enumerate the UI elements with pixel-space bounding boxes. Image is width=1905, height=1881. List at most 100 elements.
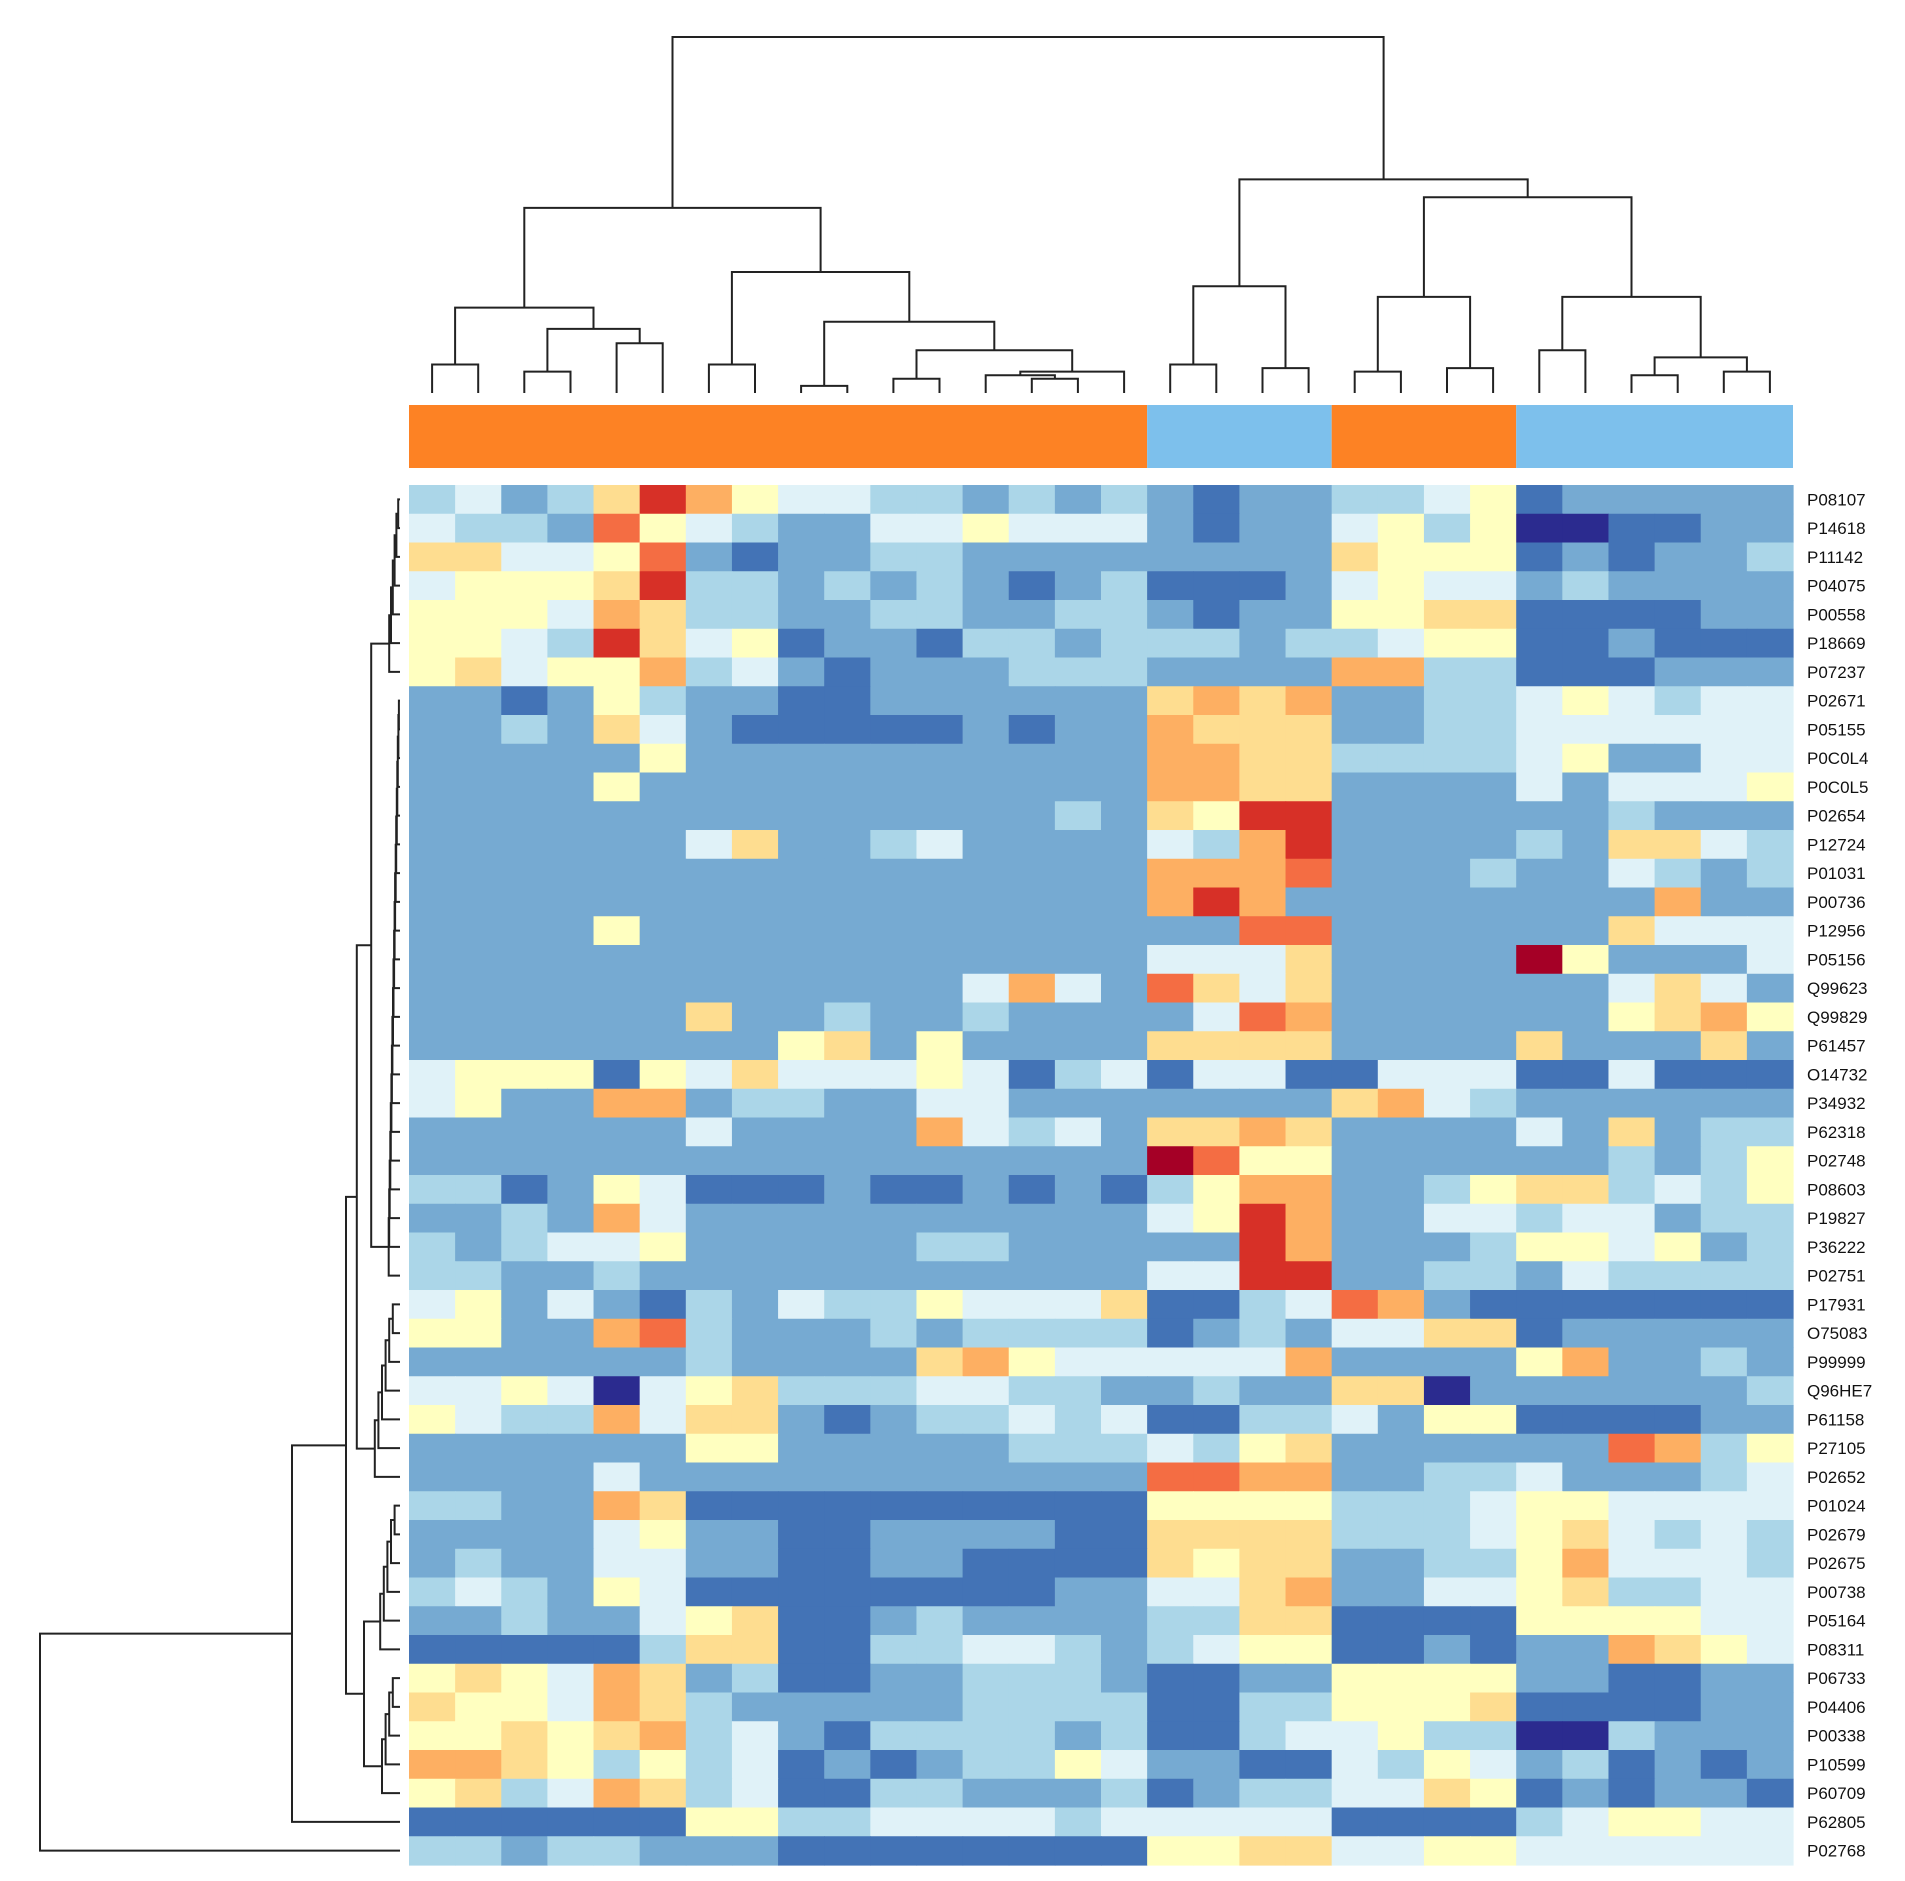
heatmap-cell bbox=[1054, 1117, 1102, 1147]
heatmap-cell bbox=[501, 1175, 548, 1205]
heatmap-cell bbox=[1423, 513, 1471, 544]
heatmap-cell bbox=[1285, 1060, 1333, 1090]
heatmap-cell bbox=[501, 743, 548, 774]
heatmap-cell bbox=[824, 542, 871, 572]
heatmap-cell bbox=[1101, 1290, 1148, 1320]
heatmap-cell bbox=[1331, 801, 1379, 831]
heatmap-cell bbox=[1516, 1721, 1563, 1751]
heatmap-cell bbox=[1239, 1635, 1287, 1665]
heatmap-cell bbox=[1562, 513, 1610, 544]
heatmap-cell bbox=[1654, 628, 1702, 659]
heatmap-cell bbox=[916, 1635, 964, 1665]
heatmap-cell bbox=[409, 916, 456, 946]
heatmap-cell bbox=[1008, 1347, 1056, 1377]
heatmap-cell bbox=[824, 1462, 871, 1492]
heatmap-cell bbox=[916, 1203, 964, 1234]
heatmap-cell bbox=[409, 1778, 456, 1809]
heatmap-cell bbox=[1654, 1606, 1702, 1636]
heatmap-cell bbox=[1700, 916, 1748, 946]
heatmap-cell bbox=[455, 1031, 502, 1061]
heatmap-cell bbox=[1101, 1491, 1148, 1521]
heatmap-cell bbox=[1239, 1433, 1287, 1464]
heatmap-cell bbox=[455, 887, 502, 917]
heatmap-cell bbox=[1101, 1002, 1148, 1032]
heatmap-cell bbox=[547, 1635, 595, 1665]
heatmap-cell bbox=[1377, 945, 1425, 975]
heatmap-cell bbox=[409, 1520, 456, 1550]
heatmap-cell bbox=[1562, 1347, 1610, 1377]
heatmap-cell bbox=[1746, 945, 1794, 975]
heatmap-cell bbox=[1700, 1836, 1748, 1866]
heatmap-cell bbox=[824, 1117, 871, 1147]
heatmap-cell bbox=[1516, 1117, 1563, 1147]
heatmap-cell bbox=[1516, 1146, 1563, 1176]
heatmap-cell bbox=[593, 743, 641, 774]
heatmap-cell bbox=[1562, 1520, 1610, 1550]
heatmap-cell bbox=[1746, 1175, 1794, 1205]
heatmap-cell bbox=[501, 657, 548, 687]
heatmap-cell bbox=[1654, 657, 1702, 687]
heatmap-cell bbox=[685, 571, 733, 601]
heatmap-cell bbox=[962, 1433, 1010, 1464]
heatmap-cell bbox=[1193, 858, 1240, 889]
column-dendrogram-link bbox=[1422, 196, 1633, 297]
heatmap-cell bbox=[870, 1548, 918, 1579]
heatmap-cell bbox=[1608, 916, 1656, 946]
heatmap-cell bbox=[1746, 1060, 1794, 1090]
heatmap-cell bbox=[1101, 1692, 1148, 1722]
heatmap-cell bbox=[916, 1433, 964, 1464]
heatmap-cell bbox=[501, 1577, 548, 1607]
heatmap-cell bbox=[870, 887, 918, 917]
heatmap-cell bbox=[1008, 1261, 1056, 1291]
heatmap-cell bbox=[501, 1462, 548, 1492]
heatmap-cell bbox=[1746, 1433, 1794, 1464]
heatmap-cell bbox=[1147, 1031, 1194, 1061]
heatmap-cell bbox=[1147, 1577, 1194, 1607]
heatmap-cell bbox=[639, 1491, 687, 1521]
heatmap-cell bbox=[916, 1491, 964, 1521]
heatmap-cell bbox=[1147, 887, 1194, 917]
heatmap-cell bbox=[916, 1520, 964, 1550]
heatmap-cell bbox=[1654, 1663, 1702, 1694]
heatmap-cell bbox=[1101, 1548, 1148, 1579]
heatmap-cell bbox=[1147, 1060, 1194, 1090]
heatmap-cell bbox=[1423, 1692, 1471, 1722]
heatmap-cell bbox=[501, 973, 548, 1004]
heatmap-cell bbox=[1700, 1290, 1748, 1320]
column-dendrogram-link bbox=[1169, 363, 1218, 393]
heatmap-cell bbox=[962, 1692, 1010, 1722]
heatmap-cell bbox=[778, 715, 825, 745]
row-label: P99999 bbox=[1807, 1353, 1866, 1372]
row-dendrogram bbox=[39, 498, 400, 1852]
heatmap-cell bbox=[1193, 715, 1240, 745]
heatmap-cell bbox=[824, 513, 871, 544]
row-label: P08107 bbox=[1807, 490, 1866, 509]
heatmap-cell bbox=[916, 1462, 964, 1492]
heatmap-cell bbox=[1562, 1577, 1610, 1607]
heatmap-cell bbox=[501, 1807, 548, 1837]
heatmap-cell bbox=[916, 1290, 964, 1320]
heatmap-cell bbox=[1470, 715, 1517, 745]
heatmap-cell bbox=[1423, 1721, 1471, 1751]
row-label: P02751 bbox=[1807, 1267, 1866, 1286]
heatmap-cell bbox=[1054, 1778, 1102, 1809]
heatmap-cell bbox=[639, 1031, 687, 1061]
heatmap-cell bbox=[1193, 1117, 1240, 1147]
heatmap-cell bbox=[870, 1635, 918, 1665]
heatmap-cell bbox=[1193, 1663, 1240, 1694]
heatmap-cell bbox=[1193, 1721, 1240, 1751]
heatmap-cell bbox=[824, 858, 871, 889]
heatmap-cell bbox=[778, 571, 825, 601]
heatmap-cell bbox=[593, 1031, 641, 1061]
heatmap-cell bbox=[962, 1520, 1010, 1550]
heatmap-cell bbox=[1285, 1663, 1333, 1694]
heatmap-cell bbox=[1700, 1146, 1748, 1176]
heatmap-cell bbox=[1193, 1175, 1240, 1205]
heatmap-cell bbox=[1193, 1635, 1240, 1665]
heatmap-cell bbox=[1700, 743, 1748, 774]
heatmap-cell bbox=[1101, 628, 1148, 659]
heatmap-cell bbox=[1516, 1836, 1563, 1866]
heatmap-cell bbox=[685, 1318, 733, 1349]
heatmap-cell bbox=[824, 1146, 871, 1176]
heatmap-cell bbox=[824, 1520, 871, 1550]
